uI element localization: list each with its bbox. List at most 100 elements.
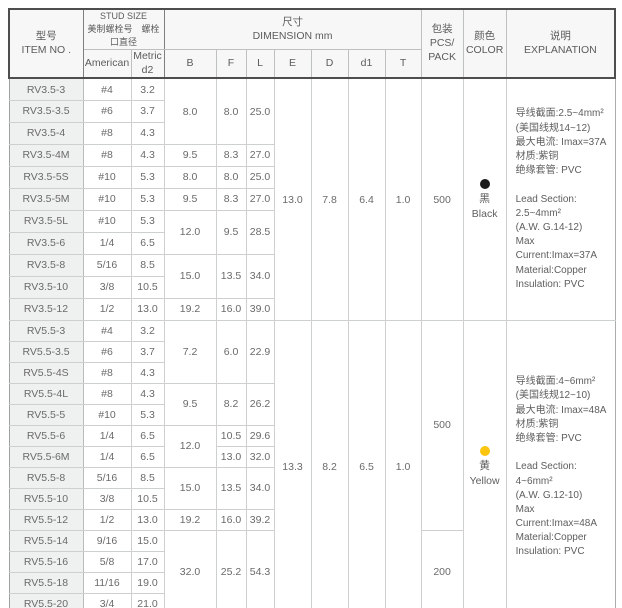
value-cell: 27.0 xyxy=(245,187,275,211)
table-row: RV3.5-3.5 #6 3.7 xyxy=(8,99,615,123)
value-cell: 5/8 xyxy=(82,550,132,573)
table-header: 型号 ITEM NO . STUD SIZE 美制螺栓号 螺栓口直径 尺寸 DI… xyxy=(8,7,617,80)
value-cell: 12.0 xyxy=(163,424,217,468)
item-no-cell: RV5.5-10 xyxy=(8,487,84,510)
col-header-stud-size: STUD SIZE 美制螺栓号 螺栓口直径 xyxy=(82,8,165,51)
value-cell: 16.0 xyxy=(215,297,247,321)
value-cell: 25.0 xyxy=(245,77,275,145)
value-cell: 5.3 xyxy=(130,165,165,189)
value-cell: 13.5 xyxy=(215,466,247,510)
value-cell: 32.0 xyxy=(245,445,275,468)
header-row-groups: 型号 ITEM NO . STUD SIZE 美制螺栓号 螺栓口直径 尺寸 DI… xyxy=(8,7,617,80)
value-cell: #10 xyxy=(82,165,132,189)
value-cell: 15.0 xyxy=(163,253,217,299)
value-cell: 13.0 xyxy=(215,445,247,468)
item-no-cell: RV3.5-5S xyxy=(8,165,84,189)
value-cell: 8.0 xyxy=(215,77,247,145)
value-cell: 6.5 xyxy=(130,445,165,468)
table-row: RV3.5-5L #10 5.3 12.0 9.5 28.5 xyxy=(8,209,615,255)
item-no-cell: RV5.5-3.5 xyxy=(8,340,84,363)
value-cell: 500 xyxy=(420,319,464,531)
value-cell: 6.0 xyxy=(215,319,247,384)
value-cell: 1/4 xyxy=(82,445,132,468)
table-row: RV5.5-6 1/4 6.5 12.0 10.5 29.6 xyxy=(8,424,615,468)
table-row: RV5.5-4S #8 4.3 xyxy=(8,361,615,384)
value-cell: #8 xyxy=(82,143,132,167)
color-label-en: Yellow xyxy=(469,475,500,488)
value-cell: 13.0 xyxy=(273,77,312,321)
value-cell: 5.3 xyxy=(130,187,165,211)
value-cell: 200 xyxy=(420,529,464,608)
value-cell: 3/4 xyxy=(82,592,132,608)
value-cell: 8.3 xyxy=(215,143,247,167)
explanation-text: 导线截面:2.5~4mm² (美国线规14~12) 最大电流: Imax=37A… xyxy=(505,77,616,321)
value-cell: 10.5 xyxy=(130,487,165,510)
item-no-cell: RV3.5-4M xyxy=(8,143,84,167)
value-cell: 8.5 xyxy=(130,466,165,489)
value-cell: 1/2 xyxy=(82,508,132,531)
value-cell: 9.5 xyxy=(163,143,217,167)
value-cell: #10 xyxy=(82,209,132,233)
value-cell: 34.0 xyxy=(245,253,275,299)
value-cell: 13.3 xyxy=(273,319,312,608)
value-cell: 11/16 xyxy=(82,571,132,594)
value-cell: 6.5 xyxy=(130,424,165,447)
table-row: RV3.5-8 5/16 8.5 15.0 13.5 34.0 xyxy=(8,253,615,299)
value-cell: 29.6 xyxy=(245,424,275,447)
value-cell: 1/2 xyxy=(82,297,132,321)
value-cell: 34.0 xyxy=(245,466,275,510)
value-cell: 4.3 xyxy=(130,361,165,384)
value-cell: 27.0 xyxy=(245,143,275,167)
item-no-cell: RV5.5-16 xyxy=(8,550,84,573)
value-cell: #4 xyxy=(82,77,132,101)
value-cell: 4.3 xyxy=(130,143,165,167)
value-cell: 8.2 xyxy=(310,319,349,608)
item-no-cell: RV3.5-10 xyxy=(8,275,84,299)
table-row: RV5.5-14 9/16 15.0 32.0 25.2 54.3 200 xyxy=(8,529,615,608)
value-cell: 13.0 xyxy=(130,508,165,531)
value-cell: 12.0 xyxy=(163,209,217,255)
item-no-cell: RV3.5-6 xyxy=(8,231,84,255)
item-no-cell: RV5.5-18 xyxy=(8,571,84,594)
item-no-cell: RV5.5-12 xyxy=(8,508,84,531)
col-header-color: 颜色 COLOR xyxy=(462,7,507,80)
table-row: RV3.5-10 3/8 10.5 xyxy=(8,275,615,299)
value-cell: 3/8 xyxy=(82,275,132,299)
item-no-cell: RV5.5-4L xyxy=(8,382,84,405)
value-cell: 22.9 xyxy=(245,319,275,384)
table-row: RV3.5-4M #8 4.3 9.5 8.3 27.0 xyxy=(8,143,615,167)
color-label-en: Black xyxy=(471,207,498,220)
table-row: RV3.5-3 #4 3.2 8.0 8.0 25.0 13.0 7.8 6.4 1.0 500 黑 B… xyxy=(8,77,616,321)
value-cell: 9.5 xyxy=(163,187,217,211)
item-no-cell: RV5.5-3 xyxy=(8,319,84,342)
value-cell: #6 xyxy=(82,99,132,123)
value-cell: 39.0 xyxy=(245,297,275,321)
value-cell: 13.5 xyxy=(215,253,247,299)
header-row-subcolumns: American Metric d2 B F L E D d1 T xyxy=(9,49,615,80)
table-row: RV5.5-12 1/2 13.0 19.2 16.0 39.2 xyxy=(8,508,615,531)
col-header-d: D xyxy=(310,49,349,80)
value-cell: 7.8 xyxy=(310,77,349,321)
color-dot-icon xyxy=(479,446,490,457)
value-cell: 5.3 xyxy=(130,403,165,426)
value-cell: 5.3 xyxy=(130,209,165,233)
value-cell: 25.2 xyxy=(215,529,247,608)
value-cell: 8.5 xyxy=(130,253,165,277)
value-cell: 1.0 xyxy=(384,77,422,321)
value-cell: 17.0 xyxy=(130,550,165,573)
color-indicator-cell: 黄 Yellow xyxy=(462,319,507,608)
table-row: RV5.5-18 11/16 19.0 xyxy=(8,571,615,594)
table-row: RV3.5-5S #10 5.3 8.0 8.0 25.0 xyxy=(8,165,615,189)
value-cell: 19.2 xyxy=(163,508,217,531)
value-cell: #10 xyxy=(82,187,132,211)
value-cell: 13.0 xyxy=(130,297,165,321)
value-cell: 39.2 xyxy=(245,508,275,531)
value-cell: 4.3 xyxy=(130,121,165,145)
value-cell: 28.5 xyxy=(245,209,275,255)
col-header-pcs-pack: 包装 PCS/ PACK xyxy=(420,7,464,80)
item-no-cell: RV5.5-20 xyxy=(8,592,84,608)
col-header-dimension: 尺寸 DIMENSION mm xyxy=(163,8,422,51)
value-cell: 6.5 xyxy=(130,231,165,255)
item-no-cell: RV3.5-5L xyxy=(8,209,84,233)
